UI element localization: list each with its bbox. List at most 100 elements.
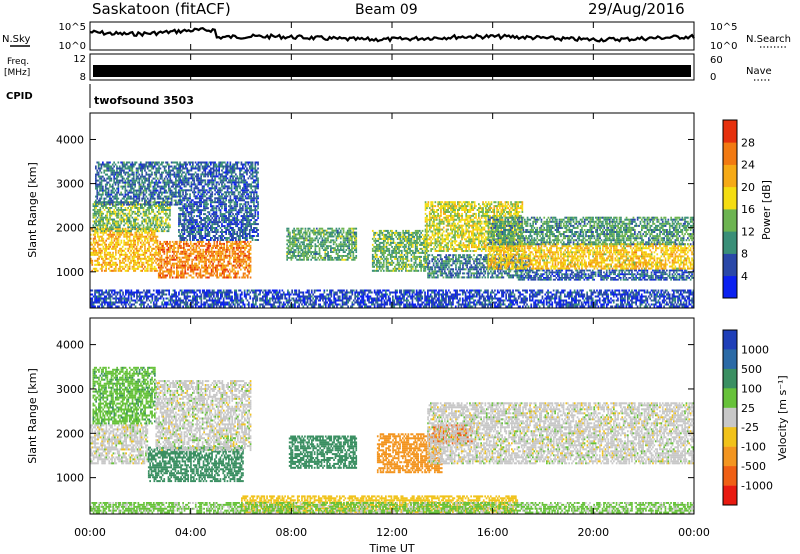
power-cell-1 <box>197 265 199 267</box>
power-cell-1 <box>169 241 171 243</box>
power-cell-3 <box>134 164 136 166</box>
power-cell-0 <box>127 260 129 262</box>
power-cell-3 <box>133 174 135 176</box>
power-cell-1 <box>200 251 202 253</box>
power-cell-1 <box>183 247 185 249</box>
power-cell-1 <box>240 263 242 265</box>
power-cell-1 <box>226 243 228 245</box>
power-cell-2 <box>101 230 103 232</box>
power-cell-2 <box>134 228 136 230</box>
freq-tick-bottom: 8 <box>80 72 86 83</box>
power-cell-1 <box>204 275 206 277</box>
power-cell-1 <box>164 249 166 251</box>
power-cell-0 <box>105 240 107 242</box>
power-cell-1 <box>248 243 250 245</box>
power-cell-1 <box>237 271 239 273</box>
power-cell-0 <box>154 248 156 250</box>
power-cell-0 <box>98 238 100 240</box>
power-cell-1 <box>193 253 195 255</box>
power-cell-1 <box>190 241 192 243</box>
power-cell-1 <box>191 261 193 263</box>
power-cell-3 <box>95 166 97 168</box>
power-cell-3 <box>113 162 115 164</box>
power-cell-3 <box>101 182 103 184</box>
power-cell-2 <box>168 228 170 230</box>
power-cell-0 <box>91 264 93 266</box>
power-cell-1 <box>218 269 220 271</box>
power-cell-2 <box>119 213 121 215</box>
power-cell-0 <box>108 248 110 250</box>
power-cell-1 <box>161 265 163 267</box>
power-cell-0 <box>108 258 110 260</box>
power-cell-1 <box>173 253 175 255</box>
power-cell-0 <box>91 262 93 264</box>
power-cell-2 <box>97 226 99 228</box>
power-cell-2 <box>158 230 160 232</box>
power-cell-2 <box>150 221 152 223</box>
power-cell-3 <box>111 180 113 182</box>
power-cell-2 <box>143 224 145 226</box>
power-cell-3 <box>101 204 103 206</box>
power-cell-1 <box>200 271 202 273</box>
power-cell-1 <box>207 255 209 257</box>
power-cell-3 <box>126 190 128 192</box>
power-cell-1 <box>208 241 210 243</box>
power-cell-0 <box>144 256 146 258</box>
power-cell-1 <box>226 245 228 247</box>
power-cell-0 <box>147 240 149 242</box>
power-cell-3 <box>137 176 139 178</box>
power-cell-2 <box>102 226 104 228</box>
power-cell-0 <box>125 266 127 268</box>
power-cell-0 <box>115 254 117 256</box>
power-cell-0 <box>104 260 106 262</box>
power-cell-1 <box>232 255 234 257</box>
power-cell-3 <box>103 170 105 172</box>
power-cell-0 <box>154 266 156 268</box>
power-cell-0 <box>112 254 114 256</box>
power-cell-3 <box>98 166 100 168</box>
power-cell-1 <box>196 243 198 245</box>
power-cell-1 <box>198 267 200 269</box>
power-cell-2 <box>148 211 150 213</box>
power-cell-0 <box>144 240 146 242</box>
power-cell-1 <box>164 247 166 249</box>
power-cell-1 <box>236 263 238 265</box>
power-cell-0 <box>96 240 98 242</box>
power-cell-3 <box>136 162 138 164</box>
power-cell-3 <box>134 184 136 186</box>
power-cell-3 <box>109 162 111 164</box>
power-cell-3 <box>125 192 127 194</box>
power-cell-1 <box>186 241 188 243</box>
power-cell-1 <box>229 253 231 255</box>
power-cell-0 <box>116 264 118 266</box>
power-cell-1 <box>171 275 173 277</box>
power-cell-1 <box>201 243 203 245</box>
power-cell-0 <box>130 254 132 256</box>
power-cell-1 <box>186 265 188 267</box>
power-cell-2 <box>97 230 99 232</box>
power-cell-3 <box>118 198 120 200</box>
power-cell-2 <box>168 217 170 219</box>
power-cell-3 <box>132 186 134 188</box>
power-cell-3 <box>109 204 111 206</box>
power-cell-3 <box>130 190 132 192</box>
power-cell-2 <box>106 215 108 217</box>
power-cell-2 <box>139 226 141 228</box>
power-cell-0 <box>105 256 107 258</box>
power-cell-1 <box>173 249 175 251</box>
power-cell-2 <box>126 209 128 211</box>
power-cell-1 <box>205 261 207 263</box>
power-cell-1 <box>205 263 207 265</box>
power-cell-1 <box>197 245 199 247</box>
power-cell-2 <box>132 207 134 209</box>
power-cell-2 <box>168 230 170 232</box>
power-cell-3 <box>112 164 114 166</box>
power-cell-2 <box>169 207 171 209</box>
power-cell-3 <box>98 174 100 176</box>
power-cell-1 <box>230 257 232 259</box>
power-cell-2 <box>101 211 103 213</box>
power-cell-0 <box>155 268 157 270</box>
power-panel: 1000200030004000 Slant Range [km] 481216… <box>26 113 773 308</box>
power-cell-1 <box>187 261 189 263</box>
power-cell-0 <box>140 238 142 240</box>
